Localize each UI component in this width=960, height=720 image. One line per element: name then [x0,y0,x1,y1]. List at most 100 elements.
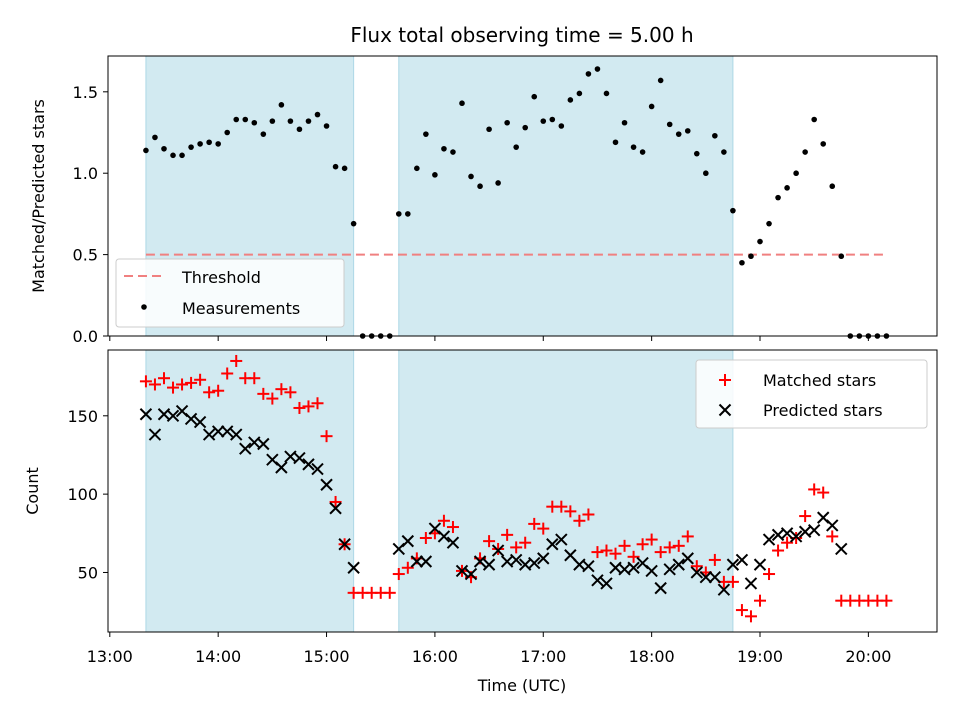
measurement-point [170,152,176,159]
predicted-star-point [564,549,577,562]
matched-star-point [735,604,748,617]
predicted-star-point [672,558,685,571]
measurement-point [522,124,529,131]
measurement-point [260,131,267,137]
matched-star-point [763,568,776,581]
measurement-point [242,116,249,123]
predicted-star-point [717,583,731,596]
measurement-point [531,93,538,100]
observing-window-2 [398,349,734,633]
predicted-star-point [690,566,703,579]
measurement-point [766,220,772,227]
y-tick-label: 100 [67,485,98,504]
ratio-x-ticks [109,336,869,341]
matched-star-point [139,375,152,388]
measurement-point [829,183,836,190]
y-tick-label: 50 [78,563,98,582]
matched-star-point [176,378,189,391]
y-tick-label: 1.0 [73,164,98,183]
matched-star-point [302,400,315,413]
matched-star-point [401,561,414,574]
measurement-point [341,165,348,172]
measurement-point [540,118,547,124]
matched-star-point [284,386,297,399]
measurement-point [793,170,799,177]
matched-star-point [446,521,459,534]
measurement-point [630,144,637,150]
predicted-star-point [419,555,433,568]
y-tick-label: 1.5 [73,83,98,102]
measurement-point [757,238,763,245]
matched-star-point [817,486,830,499]
measurement-point [296,126,303,133]
count-panel-frame [107,349,938,633]
predicted-star-point [509,553,523,567]
legend-predicted-marker [718,403,732,417]
matched-star-point [185,376,198,389]
matched-star-point [564,505,577,518]
measurement-point [621,119,628,126]
predicted-star-point [835,542,848,556]
x-tick-label: 20:00 [845,647,891,666]
matched-star-point [754,594,767,607]
measurement-point [450,149,456,155]
x-tick-label: 14:00 [195,647,241,666]
legend-measurements-swatch [141,304,147,310]
predicted-star-point [627,561,640,574]
measurement-point [739,259,745,266]
matched-star-point [573,514,586,527]
measurement-point [332,163,339,170]
measurement-point [206,139,212,146]
measurement-point [486,126,492,133]
measurement-point [684,128,691,134]
predicted-star-point [537,552,550,565]
matched-star-point [275,383,288,396]
predicted-star-point [753,558,767,571]
observing-windows [145,349,734,633]
matched-star-point [663,541,676,554]
matched-star-point [293,401,306,414]
measurement-point [730,207,736,214]
measurement-point [712,132,718,139]
matched-star-point [772,544,785,557]
time-x-axis: 13:00 14:00 15:00 16:00 17:00 18:00 19:00 20:00 [87,632,891,666]
measurement-point [414,165,420,172]
ratio-panel: 0.0 0.5 1.0 1.5 Matched/Predicted stars Thr… [29,55,938,346]
measurement-point [567,97,574,103]
measurement-point [639,149,646,155]
matched-star-point [672,539,685,552]
predicted-star-point [311,462,324,476]
measurement-point [405,211,411,217]
matched-star-point [392,568,405,581]
x-tick-label: 15:00 [303,647,349,666]
measurement-point [585,71,592,77]
predicted-star-point [654,581,667,595]
measurement-point [188,144,194,150]
predicted-star-point [600,577,613,590]
predicted-star-point [446,536,460,549]
x-axis-label: Time (UTC) [477,676,566,695]
measurement-point [576,90,583,97]
predicted-star-point [320,478,333,491]
measurement-point [459,100,465,107]
measurement-point [513,144,519,150]
matched-star-point [826,530,839,543]
y-tick-label: 0.5 [73,246,98,265]
matched-star-point [266,392,279,405]
predicted-star-point [220,425,234,438]
predicted-star-point [139,408,153,421]
ratio-panel-frame [107,55,938,337]
measurement-point [215,141,221,147]
measurement-point [838,253,845,260]
count-legend: Matched stars Predicted stars [695,359,928,429]
matched-star-point [157,372,170,385]
measurement-point [179,152,185,159]
count-y-axis: 50 100 150 [67,407,108,582]
measurement-point [811,116,817,123]
matched-star-point [148,378,161,391]
measurement-point [784,185,790,191]
matched-star-point [681,530,694,543]
predicted-star-point [582,559,595,573]
predicted-star-point [699,570,713,584]
